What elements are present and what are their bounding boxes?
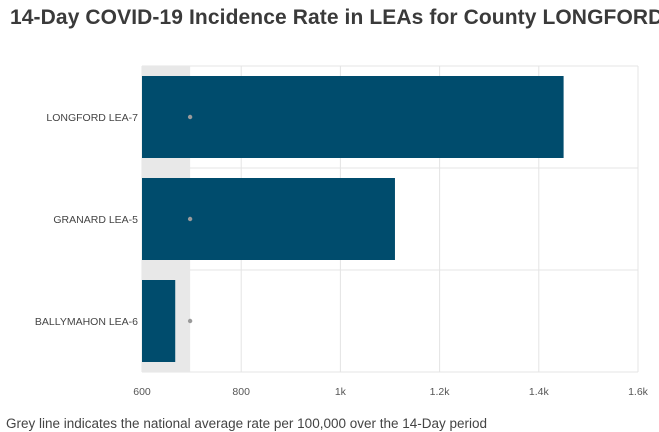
x-tick-label: 1.4k (529, 386, 550, 398)
bar (142, 280, 176, 362)
footnote: Grey line indicates the national average… (6, 416, 488, 431)
bar (142, 76, 564, 158)
bar (142, 178, 395, 260)
x-tick-label: 1.6k (628, 386, 649, 398)
x-tick-label: 800 (232, 386, 250, 398)
category-label: GRANARD LEA-5 (53, 214, 138, 226)
reference-marker (187, 114, 193, 120)
category-label: BALLYMAHON LEA-6 (35, 316, 138, 328)
category-label: LONGFORD LEA-7 (46, 112, 138, 124)
chart-title: 14-Day COVID-19 Incidence Rate in LEAs f… (10, 6, 659, 29)
x-tick-label: 600 (133, 386, 151, 398)
reference-marker (187, 318, 193, 324)
reference-marker (187, 216, 193, 222)
x-tick-label: 1k (335, 386, 347, 398)
x-tick-label: 1.2k (430, 386, 451, 398)
